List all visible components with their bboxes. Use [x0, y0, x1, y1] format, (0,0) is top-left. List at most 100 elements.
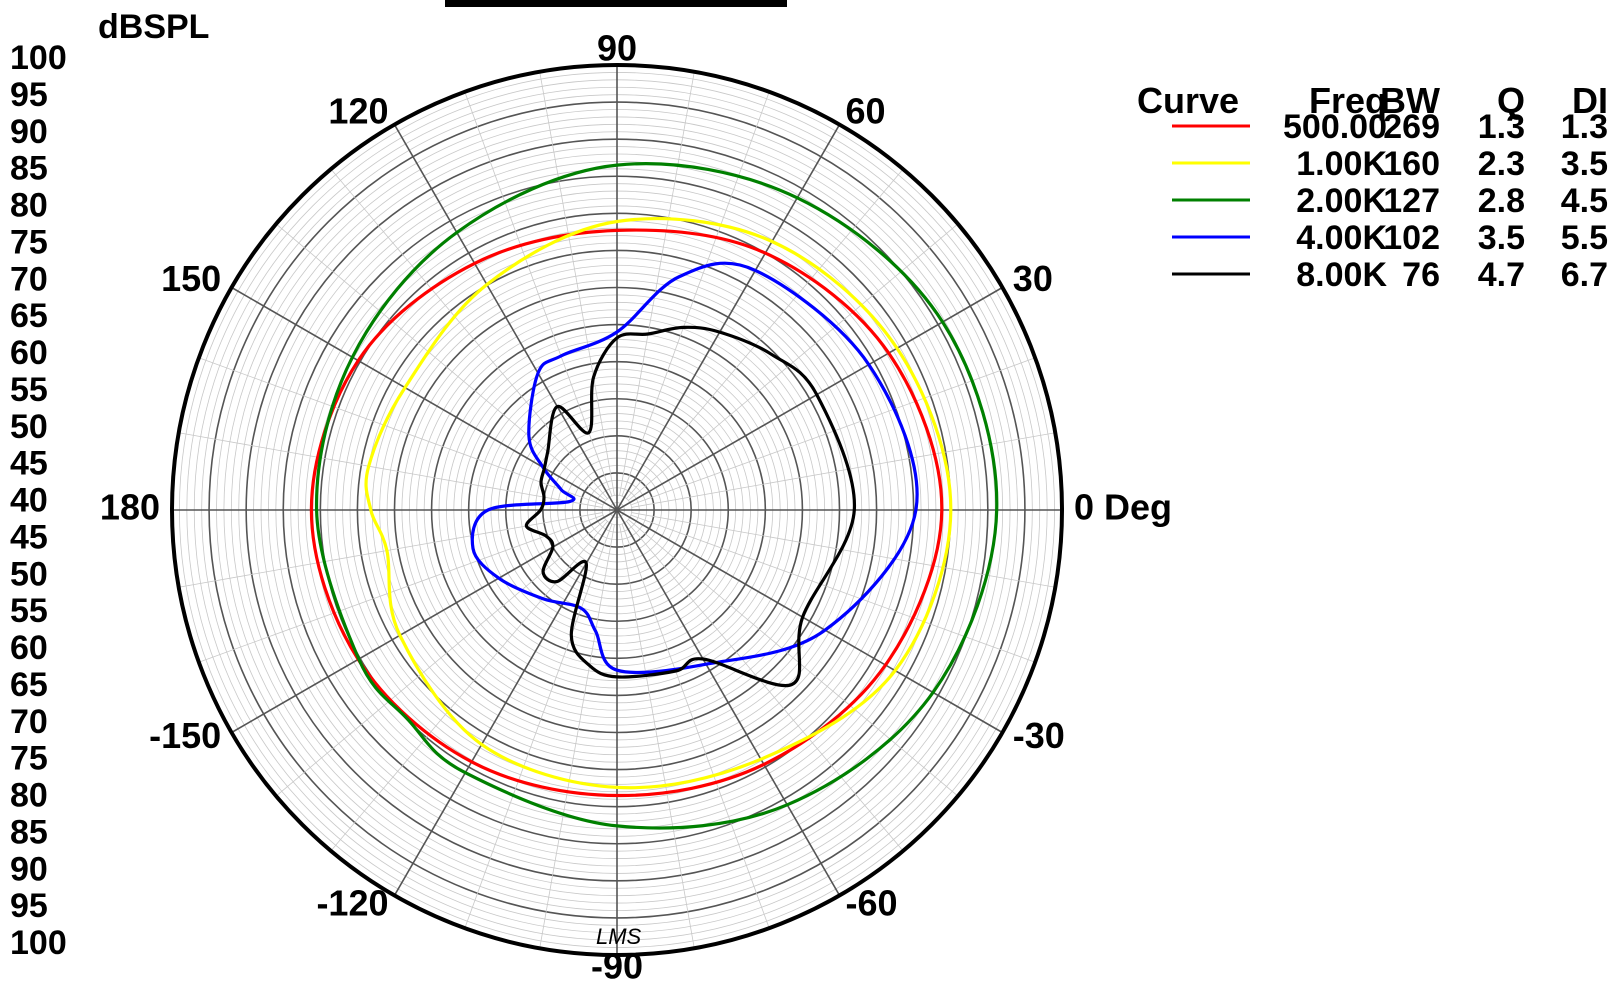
angle-labels: 0 Deg 30 60 90 120 150 180 -150 -120 -90 -60 -30 — [100, 28, 1172, 987]
r-tick-label: 45 — [10, 445, 48, 483]
legend-header-bw: BW — [1380, 80, 1440, 121]
legend-freq: 8.00K — [1296, 256, 1387, 294]
legend-freq: 2.00K — [1296, 182, 1387, 220]
r-tick-label: 70 — [10, 260, 48, 298]
grid-spoke-major — [231, 509, 618, 734]
top-bar — [445, 0, 787, 7]
legend-q: 4.7 — [1478, 256, 1525, 294]
angle-label: 150 — [161, 258, 221, 299]
legend-freq: 500.00 — [1283, 108, 1387, 146]
grid-spoke-minor — [631, 512, 1056, 588]
grid-spoke-major — [393, 124, 618, 511]
polar-grid — [172, 65, 1062, 955]
r-tick-label: 100 — [10, 924, 67, 962]
r-tick-label: 50 — [10, 408, 48, 446]
grid-spoke-minor — [275, 223, 606, 501]
legend-bw: 102 — [1383, 219, 1440, 257]
r-tick-label: 60 — [10, 629, 48, 667]
r-tick-label: 95 — [10, 887, 48, 925]
angle-label: 30 — [1013, 258, 1053, 299]
legend-q: 1.3 — [1478, 108, 1525, 146]
series-curve-4 — [524, 325, 856, 688]
legend-bw: 127 — [1383, 182, 1440, 220]
grid-spoke-major — [616, 509, 1003, 734]
grid-spoke-minor — [630, 514, 1036, 663]
series-layer — [309, 162, 999, 830]
legend-header-q: Q — [1497, 80, 1525, 121]
legend-di: 4.5 — [1561, 182, 1608, 220]
grid-spoke-major — [393, 509, 618, 896]
grid-spoke-minor — [464, 523, 613, 929]
angle-label: -60 — [846, 882, 898, 923]
legend-bw: 76 — [1402, 256, 1440, 294]
legend-di: 1.3 — [1561, 108, 1608, 146]
ylabel: dBSPL — [98, 8, 209, 46]
outer-ring — [170, 63, 1064, 957]
r-tick-label: 80 — [10, 776, 48, 814]
grid-spoke-minor — [619, 71, 695, 496]
grid-spoke-minor — [178, 512, 603, 588]
grid-spoke-major — [616, 124, 841, 511]
grid-spoke-minor — [178, 432, 603, 508]
grid-spoke-minor — [539, 71, 615, 496]
grid-spoke-major — [231, 286, 618, 511]
legend-di: 6.7 — [1561, 256, 1608, 294]
series-curve-3 — [470, 261, 919, 675]
r-tick-label: 60 — [10, 334, 48, 372]
legend-freq: 4.00K — [1296, 219, 1387, 257]
grid-spoke-minor — [626, 168, 904, 499]
grid-spoke-major — [616, 286, 1003, 511]
grid-spoke-minor — [330, 521, 608, 852]
r-tick-label: 85 — [10, 813, 48, 851]
grid-spoke-minor — [539, 524, 615, 949]
watermark: LMS — [596, 924, 642, 949]
grid-spoke-minor — [198, 514, 604, 663]
legend-bw: 160 — [1383, 145, 1440, 183]
r-tick-labels: 1009590858075706560555045404550556065707… — [10, 39, 67, 962]
r-tick-label: 90 — [10, 113, 48, 151]
grid-spoke-minor — [198, 357, 604, 506]
legend-q: 2.3 — [1478, 145, 1525, 183]
r-tick-label: 70 — [10, 703, 48, 741]
grid-spoke-minor — [275, 519, 606, 797]
grid-spoke-major — [616, 509, 841, 896]
r-tick-label: 85 — [10, 150, 48, 188]
angle-label: 90 — [597, 28, 637, 69]
grid-spoke-minor — [619, 524, 695, 949]
grid-spoke-minor — [628, 223, 959, 501]
angle-label: 60 — [846, 91, 886, 132]
r-tick-label: 100 — [10, 39, 67, 77]
legend-di: 3.5 — [1561, 145, 1608, 183]
r-tick-label: 90 — [10, 850, 48, 888]
r-tick-label: 50 — [10, 555, 48, 593]
r-tick-label: 75 — [10, 740, 48, 778]
grid-spoke-minor — [626, 521, 904, 852]
series-curve-2 — [314, 162, 999, 830]
r-tick-label: 80 — [10, 186, 48, 224]
legend-row: 8.00K 76 4.7 6.7 — [1172, 256, 1608, 294]
legend-q: 3.5 — [1478, 219, 1525, 257]
angle-label: 180 — [100, 487, 160, 528]
r-tick-label: 55 — [10, 371, 48, 409]
legend-di: 5.5 — [1561, 219, 1608, 257]
r-tick-label: 75 — [10, 223, 48, 261]
grid-spoke-minor — [464, 91, 613, 497]
legend-q: 2.8 — [1478, 182, 1525, 220]
angle-label: 0 Deg — [1074, 487, 1172, 528]
legend-header-curve: Curve — [1137, 80, 1239, 121]
grid-spoke-minor — [628, 519, 959, 797]
legend-header-freq: Freq — [1309, 80, 1387, 121]
grid-spoke-minor — [330, 168, 608, 499]
grid-spoke-minor — [621, 523, 770, 929]
grid-spoke-minor — [621, 91, 770, 497]
grid-spoke-minor — [631, 432, 1056, 508]
series-curve-1 — [364, 217, 953, 790]
r-tick-label: 95 — [10, 76, 48, 114]
angle-label: -120 — [316, 882, 388, 923]
angle-label: 120 — [328, 91, 388, 132]
angle-label: -90 — [591, 946, 643, 987]
